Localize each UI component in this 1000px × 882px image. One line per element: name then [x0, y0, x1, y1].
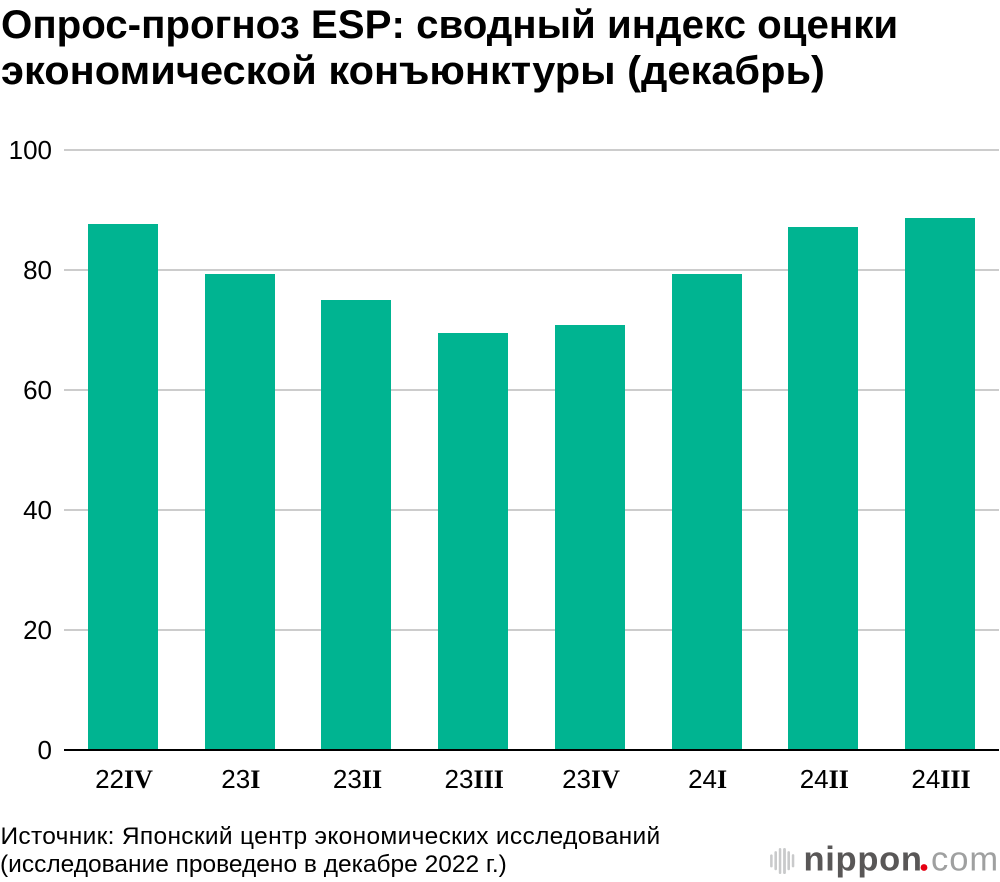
svg-text:nippon: nippon	[804, 840, 923, 878]
svg-text:com: com	[931, 840, 999, 878]
